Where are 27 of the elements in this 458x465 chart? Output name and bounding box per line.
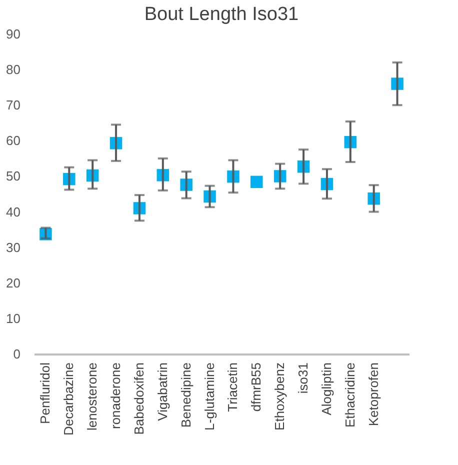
y-tick-label: 20 bbox=[6, 275, 20, 290]
x-tick-label: L-glutamine bbox=[202, 362, 217, 430]
x-tick-label: dfmrB55 bbox=[248, 362, 264, 412]
chart-title: Bout Length Iso31 bbox=[144, 4, 299, 25]
y-tick-label: 60 bbox=[6, 133, 20, 148]
x-tick-label: Penfluridol bbox=[38, 362, 53, 424]
y-tick-label: 0 bbox=[13, 346, 20, 362]
y-tick-label: 50 bbox=[6, 168, 20, 184]
x-tick-label: Triacetin bbox=[225, 362, 240, 412]
y-tick-label: 30 bbox=[6, 240, 20, 255]
x-tick-label: Benedipine bbox=[178, 362, 194, 428]
x-tick-label: lenosterone bbox=[84, 362, 100, 430]
x-tick-label: Babedoxifen bbox=[131, 362, 146, 435]
x-tick-label: Ethacridine bbox=[342, 362, 358, 428]
x-tick-label: iso31 bbox=[296, 362, 311, 394]
point bbox=[250, 176, 263, 188]
x-tick-label: Ethoxybenz bbox=[272, 362, 288, 430]
x-tick-label: Decarbazine bbox=[61, 362, 76, 436]
x-tick-label: Alogliptin bbox=[318, 362, 334, 416]
y-tick-label: 90 bbox=[6, 26, 20, 42]
y-tick-label: 70 bbox=[6, 98, 20, 113]
x-tick-label: ronaderone bbox=[108, 362, 124, 429]
x-tick-label: Ketoprofen bbox=[366, 362, 381, 426]
y-tick-label: 10 bbox=[6, 310, 20, 326]
x-tick-label: Vigabatrin bbox=[154, 362, 170, 421]
y-tick-label: 80 bbox=[6, 62, 20, 78]
y-tick-label: 40 bbox=[6, 204, 20, 220]
